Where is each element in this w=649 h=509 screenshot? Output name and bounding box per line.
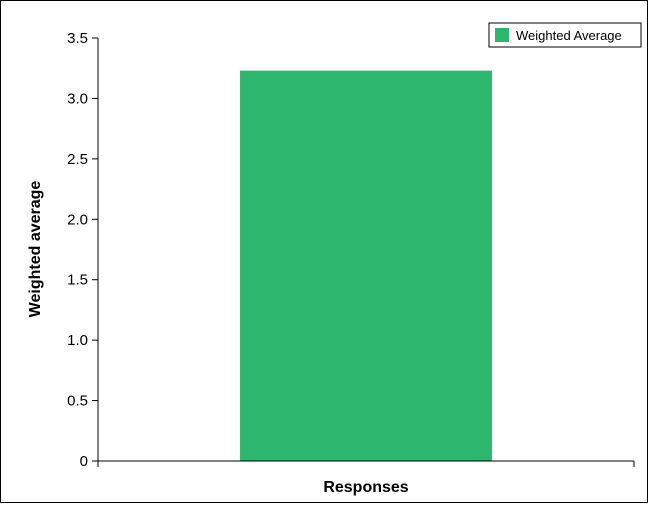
- legend: Weighted Average: [488, 22, 642, 48]
- y-tick-label: 2.5: [67, 151, 88, 168]
- x-axis-title: Responses: [323, 479, 408, 496]
- legend-box: [488, 22, 642, 48]
- y-axis-title: Weighted average: [27, 181, 44, 318]
- legend-label: Weighted Average: [516, 28, 622, 43]
- bar: [240, 70, 492, 461]
- legend-swatch: [495, 28, 509, 42]
- y-tick-label: 0.5: [67, 393, 88, 410]
- y-axis: 0 0.5 1.0 1.5 2.0 2.5 3.0 3.5: [67, 30, 99, 470]
- x-axis: [97, 460, 635, 467]
- y-tick-label: 1.0: [67, 332, 88, 349]
- bars-group: [240, 70, 492, 461]
- y-tick-label: 1.5: [67, 272, 88, 289]
- y-tick-label: 3.0: [67, 90, 88, 107]
- y-tick-label: 2.0: [67, 211, 88, 228]
- y-tick-label: 3.5: [67, 30, 88, 47]
- y-tick-label: 0: [80, 453, 88, 470]
